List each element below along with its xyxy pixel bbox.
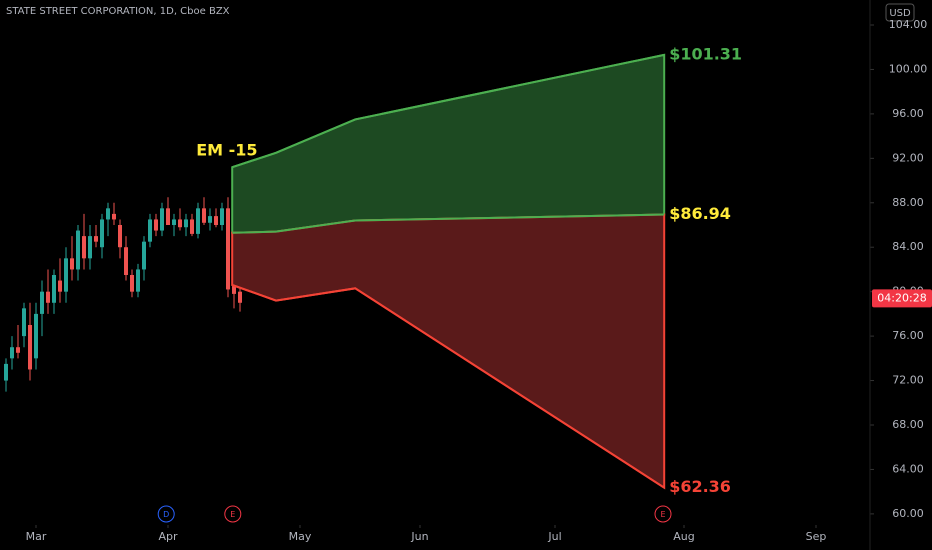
candle-body	[118, 225, 122, 248]
candle-body	[16, 347, 20, 353]
y-tick-label: 76.00	[892, 329, 924, 342]
countdown: 04:20:28	[877, 291, 926, 304]
event-label: E	[660, 510, 665, 519]
candle-body	[124, 247, 128, 275]
y-tick-label: 96.00	[892, 107, 924, 120]
candle-body	[10, 347, 14, 359]
price-annotation: $62.36	[669, 477, 731, 496]
x-tick-label: Sep	[806, 530, 827, 543]
currency[interactable]: USD	[889, 8, 911, 19]
candle-body	[190, 219, 194, 234]
candle-body	[148, 219, 152, 242]
x-tick-label: Jul	[547, 530, 561, 543]
candle-body	[196, 208, 200, 234]
candle-body	[136, 269, 140, 292]
candle-body	[70, 258, 74, 270]
mid-line	[232, 213, 665, 234]
event-marker[interactable]	[157, 505, 175, 523]
y-tick-label: 60.00	[892, 507, 924, 520]
candle-body	[214, 216, 218, 225]
candle-body	[112, 213, 116, 220]
x-tick-label: Apr	[158, 530, 178, 543]
currency-box	[885, 3, 915, 22]
chart-title: STATE STREET CORPORATION, 1D, Cboe BZX	[6, 6, 230, 17]
candle-body	[160, 208, 164, 231]
candle-body	[238, 291, 242, 303]
event-marker[interactable]	[654, 505, 672, 523]
candle-body	[154, 219, 158, 231]
y-tick-label: 72.00	[892, 374, 924, 387]
candle-body	[142, 241, 146, 270]
event-label: E	[230, 510, 235, 519]
lower-line	[231, 284, 665, 489]
y-tick-label: 100.00	[889, 62, 928, 75]
candle-body	[166, 208, 170, 225]
candle-body	[88, 236, 92, 259]
candle-body	[226, 208, 230, 290]
candle-body	[52, 275, 56, 303]
candle-body	[64, 258, 68, 292]
candle-body	[106, 208, 110, 220]
candle-body	[220, 208, 224, 225]
y-tick-label: 64.00	[892, 462, 924, 475]
candle-body	[76, 230, 80, 270]
candle-body	[46, 291, 50, 303]
x-tick-label: Mar	[26, 530, 47, 543]
candle-body	[184, 219, 188, 228]
y-tick-label: 68.00	[892, 418, 924, 431]
candle-body	[58, 280, 62, 292]
candle-body	[22, 308, 26, 337]
candle-body	[28, 325, 32, 370]
y-tick-label: 104.00	[889, 18, 928, 31]
candle-body	[130, 275, 134, 292]
candle-body	[82, 236, 86, 259]
x-tick-label: Aug	[673, 530, 694, 543]
candle-body	[208, 216, 212, 223]
price-annotation: $86.94	[669, 204, 731, 223]
candle-body	[34, 313, 38, 359]
countdown-box	[872, 289, 932, 308]
candle-body	[100, 219, 104, 248]
candle-body	[178, 219, 182, 228]
event-marker[interactable]	[224, 505, 242, 523]
upper-line	[231, 53, 665, 169]
candle-body	[202, 208, 206, 223]
y-tick-label: 92.00	[892, 151, 924, 164]
x-tick-label: May	[289, 530, 312, 543]
candle-body	[172, 219, 176, 225]
y-tick-label: 84.00	[892, 240, 924, 253]
price-annotation: $101.31	[669, 44, 742, 63]
candle-body	[94, 236, 98, 242]
em-label: EM -15	[196, 141, 257, 160]
event-label: D	[163, 510, 169, 519]
candle-body	[4, 363, 8, 381]
x-tick-label: Jun	[410, 530, 428, 543]
candle-body	[232, 286, 236, 294]
y-tick-label: 88.00	[892, 196, 924, 209]
candle-body	[40, 291, 44, 314]
